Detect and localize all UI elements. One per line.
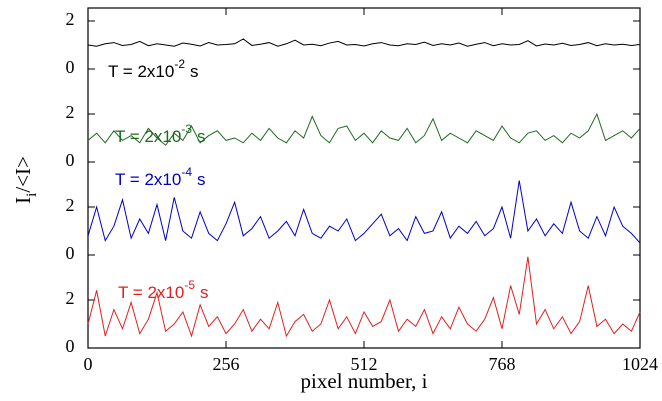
x-tick-label: 0 — [84, 354, 93, 374]
y-label-main: I — [11, 197, 35, 204]
annotation-unit: s — [190, 62, 199, 81]
annotation-unit: s — [197, 170, 206, 189]
y-tick-label: 2 — [66, 102, 75, 122]
y-tick-label: 2 — [66, 195, 75, 215]
y-label-sub: i — [24, 193, 40, 197]
y-tick-label: 0 — [66, 57, 75, 77]
annotation-text: T = 2x10 — [115, 127, 181, 146]
x-axis-label: pixel number, i — [301, 369, 428, 393]
y-label-rest: /<I> — [11, 156, 35, 193]
x-tick-label: 256 — [213, 354, 240, 374]
y-tick-label: 2 — [66, 288, 75, 308]
y-axis-label: Ii/<I> — [11, 156, 40, 204]
annotation-text: T = 2x10 — [108, 62, 174, 81]
y-tick-label: 0 — [66, 336, 75, 356]
annotation-exponent: -5 — [184, 278, 195, 292]
y-tick-label: 2 — [66, 9, 75, 29]
data-line — [87, 180, 641, 244]
annotation-unit: s — [197, 127, 206, 146]
y-tick-label: 0 — [66, 150, 75, 170]
annotation-unit: s — [200, 283, 209, 302]
annotation-exponent: -2 — [174, 57, 185, 71]
data-line — [87, 112, 641, 146]
x-tick-label: 512 — [351, 354, 378, 374]
annotation-text: T = 2x10 — [118, 283, 184, 302]
annotation: T = 2x10-4 s — [115, 165, 206, 189]
y-tick-label: 0 — [66, 243, 75, 263]
annotation-exponent: -3 — [181, 122, 192, 136]
x-tick-label: 768 — [489, 354, 516, 374]
x-tick-label: 1024 — [622, 354, 658, 374]
annotation-exponent: -4 — [181, 165, 192, 179]
data-line — [87, 256, 641, 338]
data-line — [87, 38, 641, 47]
annotation: T = 2x10-5 s — [118, 278, 209, 302]
annotation: T = 2x10-2 s — [108, 57, 199, 81]
annotation-text: T = 2x10 — [115, 170, 181, 189]
annotation: T = 2x10-3 s — [115, 122, 206, 146]
